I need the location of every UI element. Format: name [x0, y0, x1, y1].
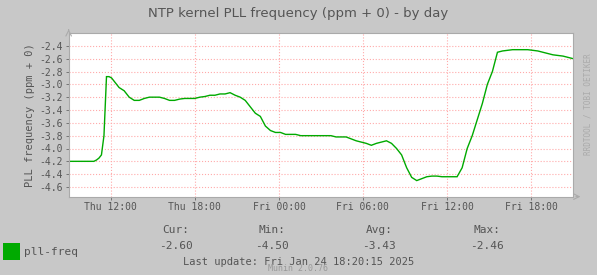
Text: -4.50: -4.50 [255, 241, 288, 251]
Text: Cur:: Cur: [162, 225, 190, 235]
Text: NTP kernel PLL frequency (ppm + 0) - by day: NTP kernel PLL frequency (ppm + 0) - by … [149, 7, 448, 20]
Text: Avg:: Avg: [365, 225, 393, 235]
Text: RRDTOOL / TOBI OETIKER: RRDTOOL / TOBI OETIKER [584, 54, 593, 155]
Text: -3.43: -3.43 [362, 241, 396, 251]
Text: -2.60: -2.60 [159, 241, 193, 251]
Text: pll-freq: pll-freq [24, 247, 78, 257]
Text: Min:: Min: [258, 225, 285, 235]
Text: -2.46: -2.46 [470, 241, 503, 251]
Text: Last update: Fri Jan 24 18:20:15 2025: Last update: Fri Jan 24 18:20:15 2025 [183, 257, 414, 267]
Text: Max:: Max: [473, 225, 500, 235]
Y-axis label: PLL frequency (ppm + 0): PLL frequency (ppm + 0) [26, 43, 35, 187]
Text: Munin 2.0.76: Munin 2.0.76 [269, 264, 328, 273]
